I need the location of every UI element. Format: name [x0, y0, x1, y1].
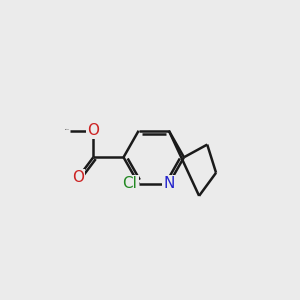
Text: O: O — [87, 123, 99, 138]
Text: N: N — [163, 176, 175, 191]
Text: O: O — [72, 170, 84, 185]
Text: methyl: methyl — [65, 129, 70, 130]
Text: Cl: Cl — [123, 176, 137, 191]
